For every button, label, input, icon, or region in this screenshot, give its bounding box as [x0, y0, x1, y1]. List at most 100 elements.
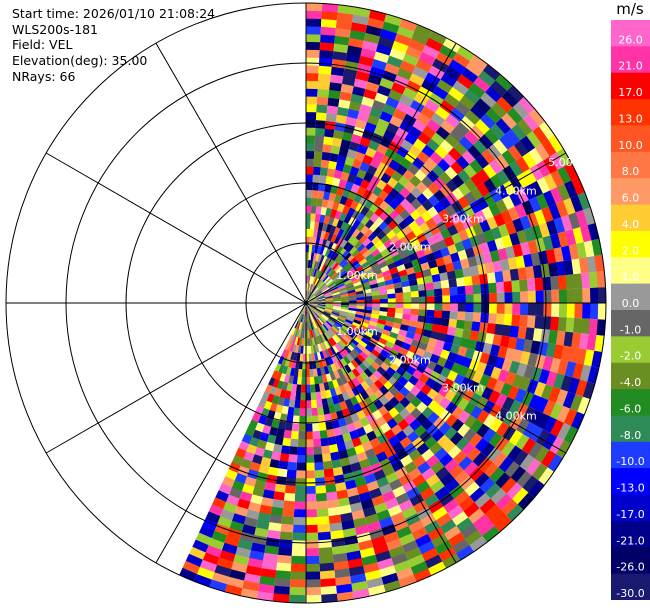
velocity-bin [424, 493, 440, 508]
velocity-bin [512, 487, 529, 505]
velocity-bin [283, 500, 295, 510]
velocity-bin [327, 249, 334, 259]
velocity-bin [313, 277, 318, 286]
velocity-bin [411, 527, 428, 541]
velocity-bin [367, 232, 377, 242]
velocity-bin [429, 441, 443, 455]
velocity-bin [329, 443, 339, 454]
velocity-bin [338, 287, 347, 292]
velocity-bin [314, 135, 325, 145]
velocity-bin [335, 434, 345, 445]
velocity-bin [375, 550, 392, 563]
velocity-bin [495, 199, 508, 214]
velocity-bin [504, 347, 516, 361]
velocity-bin [504, 303, 513, 315]
velocity-bin [377, 319, 387, 326]
velocity-bin [416, 401, 428, 414]
velocity-bin [464, 247, 476, 259]
velocity-bin [412, 455, 427, 468]
velocity-bin [421, 175, 434, 188]
velocity-bin [565, 274, 575, 290]
velocity-bin [519, 314, 529, 328]
velocity-bin [545, 371, 558, 387]
velocity-bin [522, 475, 539, 493]
velocity-bin [404, 413, 416, 426]
velocity-bin [515, 255, 526, 269]
velocity-bin [557, 183, 571, 201]
colorbar-swatch [611, 362, 650, 390]
velocity-bin [317, 305, 326, 309]
velocity-bin [317, 262, 322, 271]
velocity-bin [469, 487, 486, 503]
velocity-bin [380, 298, 389, 304]
velocity-bin [534, 446, 550, 464]
velocity-bin [248, 419, 258, 430]
velocity-bin [439, 44, 457, 60]
velocity-bin [402, 540, 419, 554]
velocity-bin [324, 295, 333, 299]
velocity-bin [523, 168, 537, 185]
velocity-bin [306, 291, 309, 300]
velocity-bin [284, 390, 292, 400]
velocity-bin [330, 208, 338, 218]
velocity-bin [399, 436, 412, 449]
velocity-bin [439, 325, 449, 335]
velocity-bin [332, 262, 340, 271]
velocity-bin [374, 206, 385, 217]
velocity-bin [316, 279, 322, 287]
velocity-bin [328, 338, 335, 347]
velocity-bin [461, 238, 473, 250]
velocity-bin [368, 192, 379, 203]
velocity-bin [393, 357, 403, 367]
velocity-bin [414, 424, 427, 438]
velocity-bin [427, 206, 439, 218]
velocity-bin [454, 268, 464, 279]
velocity-bin [319, 383, 326, 392]
velocity-bin [313, 368, 318, 377]
velocity-bin [295, 478, 306, 487]
velocity-bin [312, 430, 321, 440]
velocity-bin [409, 72, 425, 87]
velocity-bin [411, 303, 420, 310]
velocity-bin [460, 376, 473, 390]
velocity-bin [360, 47, 376, 59]
velocity-bin [280, 445, 290, 455]
velocity-bin [493, 379, 506, 394]
velocity-bin [464, 481, 480, 497]
velocity-bin [306, 104, 317, 113]
velocity-bin [310, 321, 314, 330]
velocity-bin [436, 512, 453, 528]
velocity-bin [402, 87, 418, 100]
velocity-bin [451, 406, 465, 419]
velocity-bin [306, 72, 319, 82]
velocity-bin [281, 516, 294, 525]
velocity-bin [378, 260, 388, 269]
velocity-bin [485, 482, 501, 499]
velocity-bin [541, 384, 554, 401]
velocity-bin [327, 281, 336, 288]
velocity-bin [347, 235, 356, 244]
velocity-bin [386, 316, 395, 323]
velocity-bin [487, 239, 498, 253]
velocity-bin [383, 531, 400, 544]
velocity-bin [307, 322, 309, 331]
velocity-bin [306, 205, 312, 214]
velocity-bin [314, 383, 321, 393]
velocity-bin [330, 314, 339, 320]
velocity-bin [527, 239, 539, 254]
velocity-bin [494, 237, 506, 250]
velocity-bin [280, 523, 294, 533]
velocity-bin [387, 376, 399, 387]
range-ring-label: 1.00km [336, 325, 378, 338]
velocity-bin [418, 309, 427, 317]
velocity-bin [321, 222, 328, 232]
velocity-bin [551, 303, 560, 318]
velocity-bin [399, 60, 416, 74]
velocity-bin [315, 336, 320, 345]
velocity-bin [475, 98, 492, 114]
velocity-bin [392, 441, 405, 454]
velocity-bin [384, 279, 394, 286]
velocity-bin [483, 192, 496, 207]
velocity-bin [249, 436, 260, 448]
velocity-bin [407, 554, 425, 568]
